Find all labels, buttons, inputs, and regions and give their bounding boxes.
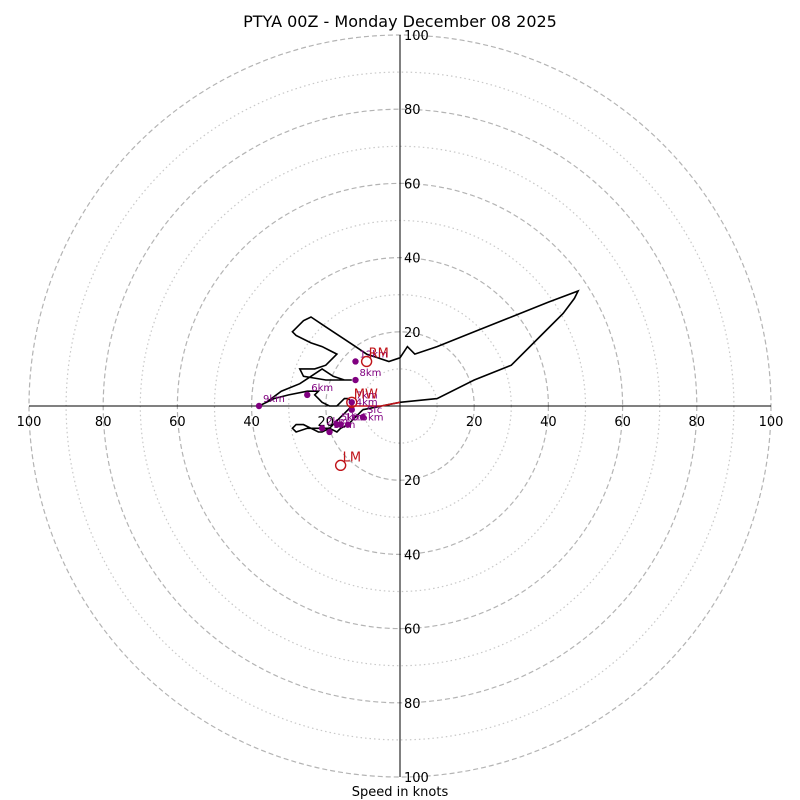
height-marker-dot — [333, 421, 341, 428]
height-marker-dot — [326, 428, 333, 436]
tick-labels: 100 80 60 40 20 20 40 60 80 100100806040202040608… — [17, 29, 784, 786]
y-tick-label: 100 — [404, 29, 429, 44]
y-tick-label: 40 — [404, 252, 421, 267]
y-tick-label: 80 — [404, 697, 421, 712]
height-marker-label: 0.5km — [352, 413, 383, 424]
x-tick-label: 40 — [540, 415, 557, 430]
x-tick-label: 100 — [759, 415, 784, 430]
height-marker-dot — [359, 413, 367, 421]
storm-motion-label: RM — [369, 346, 389, 361]
hodograph-trace — [258, 289, 580, 433]
chart-title: PTYA 00Z - Monday December 08 2025 — [243, 12, 557, 31]
storm-motion-circle — [360, 355, 373, 368]
x-tick-label: 40 — [243, 415, 260, 430]
x-tick-label: 80 — [689, 415, 706, 430]
x-tick-label: 100 — [17, 415, 42, 430]
height-marker-label: 7km — [356, 390, 378, 401]
x-tick-label: 60 — [169, 415, 186, 430]
height-marker-label: 12km — [359, 349, 387, 360]
x-tick-label: 80 — [95, 415, 112, 430]
height-marker-dot — [348, 399, 355, 406]
height-marker-dot — [344, 421, 352, 428]
height-marker-label: 6km — [311, 383, 333, 394]
height-marker-dot — [318, 425, 326, 432]
height-marker-label: 1km — [345, 413, 367, 424]
x-axis-label: Speed in knots — [352, 785, 449, 800]
height-marker-label: Sfc — [367, 405, 382, 416]
y-tick-label: 100 — [404, 771, 429, 786]
axes — [29, 35, 771, 777]
x-tick-label: 60 — [614, 415, 631, 430]
storm-motion-circle — [334, 459, 347, 472]
x-tick-label: 20 — [466, 415, 483, 430]
y-tick-label: 20 — [404, 326, 421, 341]
y-tick-label: 20 — [404, 474, 421, 489]
height-marker-dot — [255, 402, 263, 410]
height-marker-dot — [304, 391, 311, 399]
height-marker-label: 8km — [359, 368, 381, 379]
y-tick-label: 40 — [404, 548, 421, 563]
height-marker-dot — [352, 376, 359, 384]
height-marker-dot — [348, 406, 355, 413]
y-tick-label: 60 — [404, 623, 421, 638]
height-marker-label: 4km — [356, 398, 378, 409]
storm-motion-markers: RM LM MW — [334, 346, 389, 472]
y-tick-label: 80 — [404, 103, 421, 118]
y-tick-label: 60 — [404, 177, 421, 192]
storm-motion-label: LM — [343, 450, 361, 465]
storm-motion-label: MW — [354, 387, 378, 402]
height-marker-label: 5km — [341, 413, 363, 424]
height-marker-label: 3km — [334, 420, 356, 431]
storm-motion-circle — [346, 396, 358, 408]
height-marker-label: 9km — [263, 394, 285, 405]
height-marker-dot — [352, 358, 359, 365]
wind-trace-line — [258, 289, 580, 433]
